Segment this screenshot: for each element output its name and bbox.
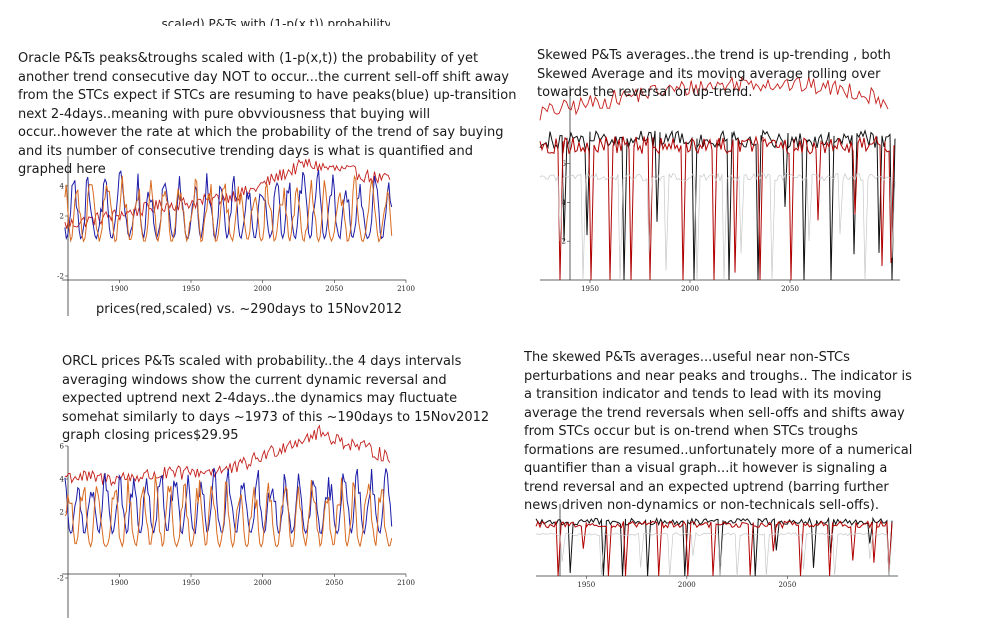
x-tick-label: 1900 bbox=[110, 579, 128, 587]
x-tick-label: 2050 bbox=[781, 285, 799, 293]
peaks-line bbox=[64, 467, 393, 535]
x-tick-label: 2000 bbox=[254, 579, 272, 587]
x-tick-label: 1950 bbox=[577, 581, 595, 589]
x-tick-label: 1950 bbox=[581, 285, 599, 293]
y-tick-label: 2 bbox=[60, 509, 64, 517]
envelope-line bbox=[535, 531, 893, 577]
y-tick-label: -2 bbox=[57, 273, 64, 281]
peaks-troughs-chart-bottom-left: 1900 1950 2000 2050 2100 -2 2 4 6 bbox=[57, 424, 415, 618]
x-tick-label: 2000 bbox=[681, 285, 699, 293]
x-tick-label: 2100 bbox=[397, 579, 415, 587]
y-tick-label: 4 bbox=[60, 183, 65, 191]
note-bottom-left: ORCL prices P&Ts scaled with probability… bbox=[62, 354, 490, 443]
note-bottom-right: The skewed P&Ts averages...useful near n… bbox=[524, 350, 913, 513]
x-tick-label: 2050 bbox=[325, 285, 343, 293]
price-line bbox=[539, 76, 889, 121]
y-tick-label: 4 bbox=[562, 199, 567, 207]
y-tick-label: 6 bbox=[562, 160, 567, 168]
y-tick-label: -2 bbox=[57, 575, 64, 583]
peaks-troughs-chart-top-left: 1900 1950 2000 2050 2100 -2 2 4 bbox=[57, 156, 415, 316]
x-tick-label: 1950 bbox=[182, 285, 200, 293]
y-tick-label: 4 bbox=[60, 476, 65, 484]
x-tick-label: 2050 bbox=[325, 579, 343, 587]
y-tick-label: 2 bbox=[60, 213, 64, 221]
moving-average-line bbox=[535, 520, 893, 577]
peaks-line bbox=[64, 169, 393, 241]
page-title: ...scaled) P&Ts with (1-p(x,t)) probabil… bbox=[150, 18, 390, 26]
x-tick-label: 2050 bbox=[778, 581, 796, 589]
troughs-line bbox=[64, 475, 393, 549]
y-tick-label: 2 bbox=[562, 238, 566, 246]
x-tick-label: 2000 bbox=[678, 581, 696, 589]
troughs-line bbox=[64, 174, 393, 243]
x-tick-label: 2100 bbox=[397, 285, 415, 293]
skewed-average-chart-bottom-right: 1950 2000 2050 bbox=[535, 504, 898, 589]
envelope-line bbox=[539, 172, 896, 281]
x-tick-label: 2000 bbox=[254, 285, 272, 293]
x-tick-label: 1950 bbox=[182, 579, 200, 587]
y-tick-label: 6 bbox=[60, 443, 65, 451]
note-top-right: Skewed P&Ts averages..the trend is up-tr… bbox=[537, 48, 891, 100]
skewed-average-chart-top-right: 1950 2000 2050 2 4 6 bbox=[539, 76, 900, 293]
moving-average-line bbox=[539, 135, 895, 281]
caption-top-left: prices(red,scaled) vs. ~290days to 15Nov… bbox=[96, 302, 403, 317]
x-tick-label: 1900 bbox=[110, 285, 128, 293]
note-top-left: Oracle P&Ts peaks&troughs scaled with (1… bbox=[18, 51, 517, 177]
